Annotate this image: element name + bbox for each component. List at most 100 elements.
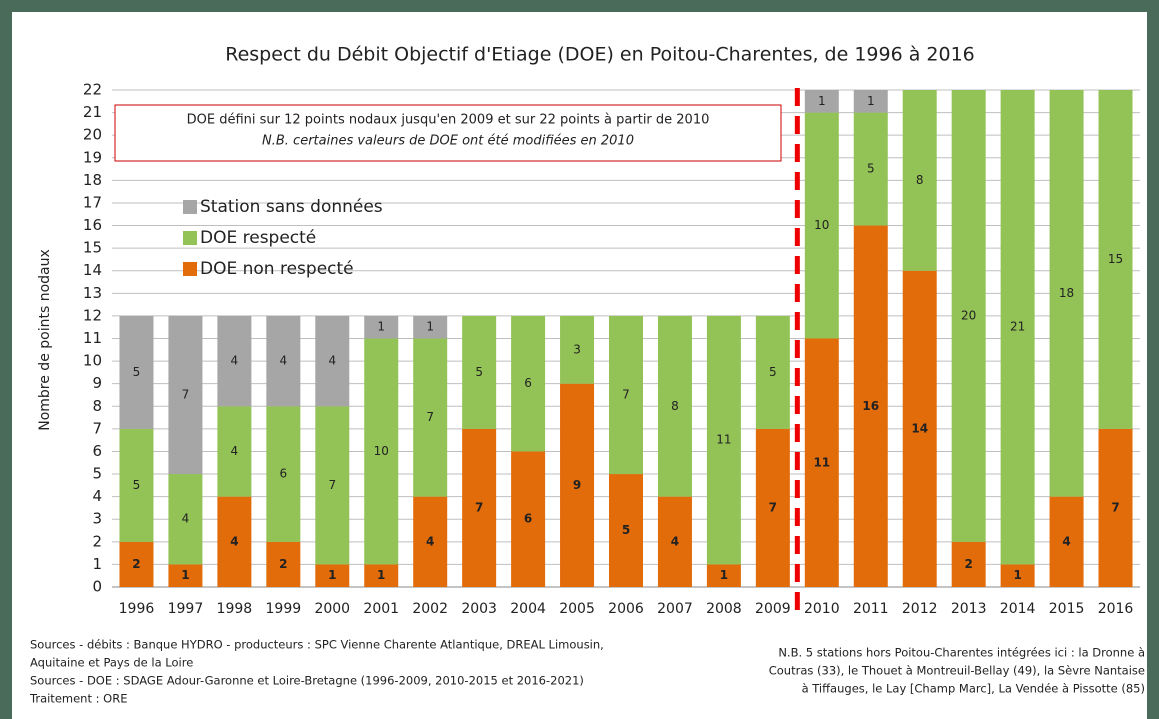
bar-segment xyxy=(951,90,986,542)
bar-segment xyxy=(1049,496,1084,587)
data-label: 10 xyxy=(814,218,829,232)
data-label: 4 xyxy=(328,354,336,368)
bar-segment xyxy=(413,338,448,497)
data-label: 5 xyxy=(475,365,483,379)
legend-swatch xyxy=(183,262,197,276)
bar-segment xyxy=(266,406,301,542)
data-label: 5 xyxy=(769,365,777,379)
bar-segment xyxy=(364,564,399,587)
bar-segment xyxy=(168,315,203,475)
y-tick-label: 16 xyxy=(83,216,102,234)
data-label: 14 xyxy=(911,421,928,435)
y-tick-label: 15 xyxy=(83,239,102,257)
y-tick-label: 13 xyxy=(83,284,102,302)
y-tick-label: 19 xyxy=(83,148,102,166)
bar-segment xyxy=(609,474,643,587)
x-tick-label: 2004 xyxy=(510,601,546,617)
data-label: 20 xyxy=(961,308,976,322)
y-tick-label: 10 xyxy=(83,352,102,370)
bar-segment xyxy=(413,315,448,339)
data-label: 8 xyxy=(671,399,679,413)
data-label: 10 xyxy=(374,444,389,458)
bar-segment xyxy=(168,564,203,587)
source-text: Traitement : ORE xyxy=(29,692,127,706)
source-text: Aquitaine et Pays de la Loire xyxy=(30,656,193,670)
chart-title: Respect du Débit Objectif d'Etiage (DOE)… xyxy=(225,44,975,66)
y-tick-label: 1 xyxy=(92,555,102,573)
annotation-text: DOE défini sur 12 points nodaux jusqu'en… xyxy=(187,113,710,128)
bar-segment xyxy=(853,225,888,587)
data-label: 8 xyxy=(916,173,924,187)
data-label: 5 xyxy=(622,523,630,537)
bar-segment xyxy=(364,338,399,565)
x-tick-label: 2000 xyxy=(314,601,350,617)
data-label: 1 xyxy=(377,568,385,582)
legend-swatch xyxy=(183,200,197,214)
bar-segment xyxy=(853,112,888,226)
bar-segment xyxy=(119,315,154,429)
x-tick-label: 2005 xyxy=(559,601,595,617)
data-label: 1 xyxy=(720,568,728,582)
x-tick-label: 2010 xyxy=(804,601,840,617)
x-tick-label: 2013 xyxy=(951,601,987,617)
bar-segment xyxy=(755,428,790,587)
data-label: 2 xyxy=(964,557,972,571)
bar-segment xyxy=(902,90,937,271)
data-label: 1 xyxy=(867,94,875,108)
bar-segment xyxy=(119,428,154,542)
bar-segment xyxy=(413,496,448,587)
y-tick-label: 17 xyxy=(83,193,102,211)
bar-segment xyxy=(1098,90,1133,429)
y-axis-label: Nombre de points nodaux xyxy=(37,249,53,431)
bar-segment xyxy=(511,451,546,587)
bar-segment xyxy=(804,90,839,113)
x-tick-label: 2009 xyxy=(755,601,791,617)
annotation-text: N.B. certaines valeurs de DOE ont été mo… xyxy=(262,134,634,149)
data-label: 1 xyxy=(377,320,385,334)
data-label: 7 xyxy=(182,387,190,401)
annotation-box xyxy=(114,104,782,162)
bar-segment xyxy=(706,315,741,565)
data-label: 4 xyxy=(426,534,434,548)
y-tick-label: 4 xyxy=(92,487,102,505)
y-tick-label: 11 xyxy=(83,329,102,347)
note-text: N.B. 5 stations hors Poitou-Charentes in… xyxy=(778,646,1145,660)
legend-swatch xyxy=(183,231,197,245)
y-tick-label: 8 xyxy=(92,397,102,415)
bar-segment xyxy=(462,428,497,587)
data-label: 6 xyxy=(524,512,532,526)
x-tick-label: 1996 xyxy=(119,601,155,617)
data-label: 9 xyxy=(573,478,581,492)
x-tick-label: 2008 xyxy=(706,601,742,617)
data-label: 5 xyxy=(133,478,141,492)
data-label: 11 xyxy=(813,455,830,469)
data-label: 1 xyxy=(818,94,826,108)
x-tick-label: 2006 xyxy=(608,601,644,617)
data-label: 4 xyxy=(231,444,239,458)
x-tick-label: 2014 xyxy=(1000,601,1036,617)
data-label: 1 xyxy=(181,568,189,582)
bar-segment xyxy=(266,541,301,587)
y-tick-label: 6 xyxy=(92,442,102,460)
source-text: Sources - DOE : SDAGE Adour-Garonne et L… xyxy=(30,674,584,688)
y-tick-label: 3 xyxy=(92,510,102,528)
data-label: 7 xyxy=(475,500,483,514)
data-label: 4 xyxy=(280,354,288,368)
bar-segment xyxy=(804,112,839,339)
x-tick-label: 2016 xyxy=(1098,601,1134,617)
bar-segment xyxy=(168,474,203,565)
data-label: 18 xyxy=(1059,286,1074,300)
x-tick-label: 2003 xyxy=(461,601,497,617)
y-tick-label: 2 xyxy=(92,532,102,550)
data-label: 16 xyxy=(862,399,879,413)
data-label: 1 xyxy=(328,568,336,582)
bar-segment xyxy=(1098,428,1133,587)
y-tick-label: 9 xyxy=(92,374,102,392)
bar-segment xyxy=(119,541,154,587)
bar-segment xyxy=(853,90,888,113)
data-label: 4 xyxy=(230,534,238,548)
data-label: 15 xyxy=(1108,252,1123,266)
bar-segment xyxy=(560,315,595,384)
data-label: 4 xyxy=(231,354,239,368)
